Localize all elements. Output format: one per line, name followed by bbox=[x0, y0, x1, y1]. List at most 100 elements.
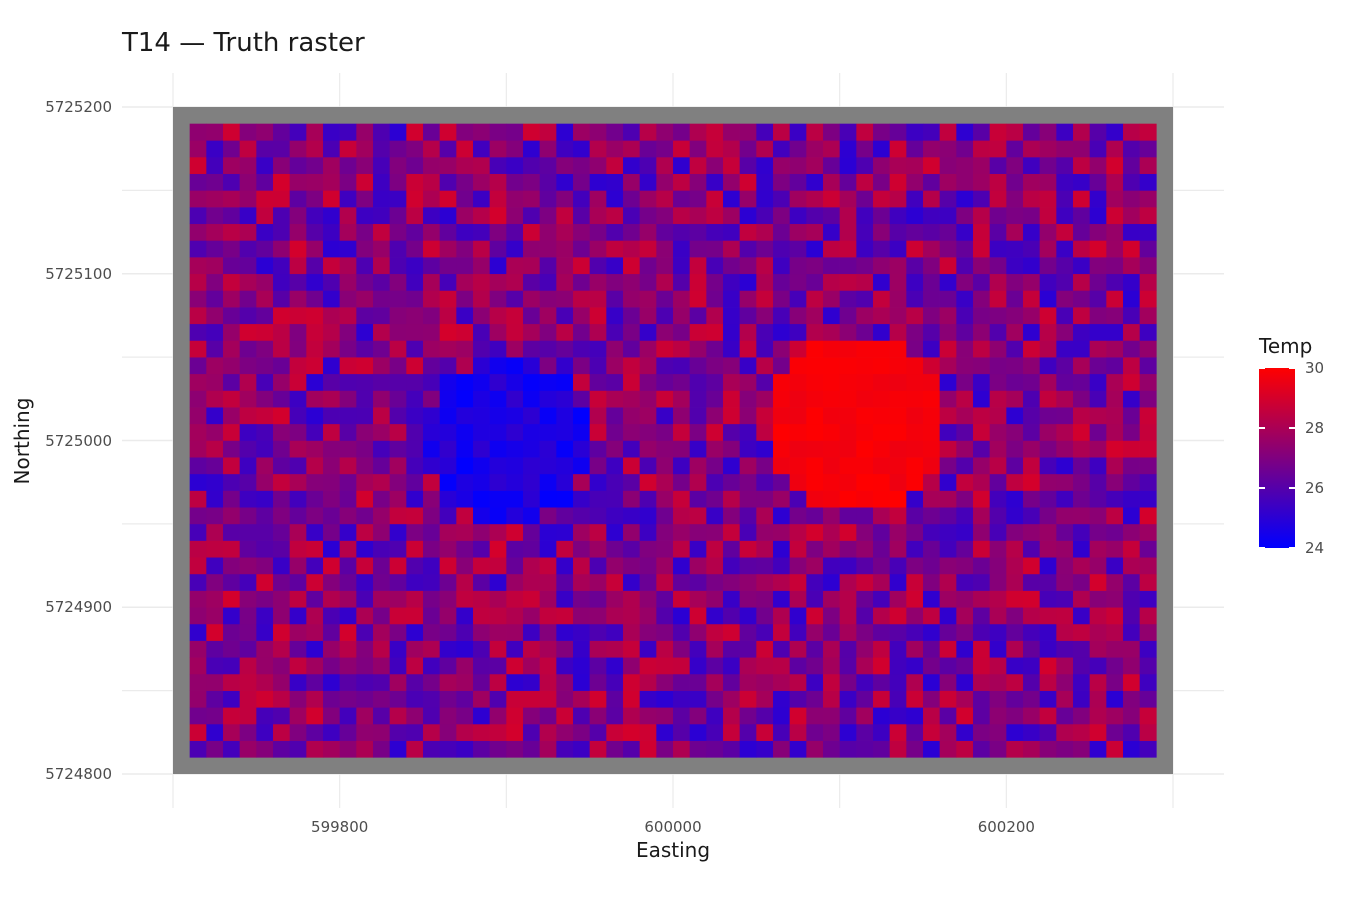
raster-cell bbox=[473, 607, 490, 625]
raster-cell bbox=[489, 540, 507, 558]
raster-cell bbox=[1006, 123, 1024, 141]
raster-cell bbox=[906, 740, 924, 758]
raster-cell bbox=[306, 157, 324, 174]
raster-cell bbox=[373, 473, 390, 491]
raster-cell bbox=[1039, 340, 1057, 358]
raster-cell bbox=[789, 323, 807, 341]
raster-cell bbox=[439, 623, 457, 641]
raster-cell bbox=[1089, 273, 1107, 291]
raster-cell bbox=[506, 223, 524, 241]
raster-cell bbox=[239, 590, 257, 608]
raster-cell bbox=[973, 240, 990, 258]
raster-cell bbox=[923, 607, 940, 625]
raster-cell bbox=[1039, 390, 1057, 408]
raster-cell bbox=[1023, 507, 1040, 525]
raster-cell bbox=[256, 290, 274, 308]
raster-cell bbox=[606, 390, 624, 408]
raster-cell bbox=[706, 490, 724, 508]
raster-cell bbox=[1139, 490, 1157, 508]
raster-cell bbox=[1139, 740, 1157, 758]
raster-cell bbox=[873, 223, 890, 241]
raster-cell bbox=[289, 323, 307, 341]
raster-cell bbox=[873, 640, 890, 658]
raster-cell bbox=[506, 290, 524, 308]
raster-cell bbox=[906, 323, 924, 341]
raster-cell bbox=[989, 190, 1007, 208]
raster-cell bbox=[306, 573, 324, 591]
raster-cell bbox=[273, 307, 290, 325]
raster-cell bbox=[506, 607, 524, 625]
raster-cell bbox=[806, 140, 824, 158]
raster-cell bbox=[1039, 373, 1057, 391]
raster-cell bbox=[956, 473, 974, 491]
raster-cell bbox=[506, 390, 524, 408]
raster-cell bbox=[573, 340, 590, 358]
raster-cell bbox=[656, 340, 674, 358]
raster-cell bbox=[889, 557, 907, 575]
raster-cell bbox=[289, 423, 307, 441]
raster-cell bbox=[506, 440, 524, 458]
raster-cell bbox=[223, 157, 240, 174]
raster-cell bbox=[723, 240, 740, 258]
raster-cell bbox=[239, 240, 257, 258]
raster-cell bbox=[856, 723, 874, 741]
raster-cell bbox=[873, 707, 890, 725]
raster-cell bbox=[773, 407, 790, 425]
raster-cell bbox=[289, 523, 307, 541]
raster-cell bbox=[639, 707, 657, 725]
raster-cell bbox=[789, 557, 807, 575]
raster-cell bbox=[239, 473, 257, 491]
raster-cell bbox=[589, 540, 607, 558]
raster-cell bbox=[839, 557, 857, 575]
raster-cell bbox=[739, 157, 757, 174]
raster-cell bbox=[623, 323, 640, 341]
raster-cell bbox=[573, 190, 590, 208]
raster-cell bbox=[1139, 390, 1157, 408]
raster-cell bbox=[873, 257, 890, 275]
raster-cell bbox=[506, 573, 524, 591]
raster-cell bbox=[523, 423, 540, 441]
raster-cell bbox=[489, 673, 507, 691]
raster-cell bbox=[706, 740, 724, 758]
raster-cell bbox=[589, 623, 607, 641]
raster-cell bbox=[939, 173, 957, 191]
raster-cell bbox=[239, 457, 257, 475]
raster-cell bbox=[673, 440, 690, 458]
raster-cell bbox=[1006, 390, 1024, 408]
raster-cell bbox=[1023, 323, 1040, 341]
raster-cell bbox=[189, 223, 207, 241]
raster-cell bbox=[1089, 490, 1107, 508]
raster-cell bbox=[556, 740, 574, 758]
raster-cell bbox=[1006, 673, 1024, 691]
raster-cell bbox=[873, 607, 890, 625]
raster-cell bbox=[1089, 140, 1107, 158]
raster-cell bbox=[306, 707, 324, 725]
raster-cell bbox=[589, 173, 607, 191]
raster-cell bbox=[306, 507, 324, 525]
raster-cell bbox=[1123, 607, 1140, 625]
raster-cell bbox=[706, 357, 724, 375]
raster-cell bbox=[873, 307, 890, 325]
raster-cell bbox=[856, 623, 874, 641]
raster-cell bbox=[806, 273, 824, 291]
raster-cell bbox=[889, 257, 907, 275]
raster-cell bbox=[289, 390, 307, 408]
raster-cell bbox=[973, 657, 990, 675]
raster-cell bbox=[573, 590, 590, 608]
raster-cell bbox=[223, 423, 240, 441]
raster-cell bbox=[739, 640, 757, 658]
raster-cell bbox=[406, 323, 424, 341]
raster-cell bbox=[956, 523, 974, 541]
raster-cell bbox=[673, 457, 690, 475]
raster-cell bbox=[356, 740, 374, 758]
raster-cell bbox=[1123, 440, 1140, 458]
raster-cell bbox=[673, 657, 690, 675]
raster-cell bbox=[839, 273, 857, 291]
raster-cell bbox=[523, 623, 540, 641]
raster-cell bbox=[923, 307, 940, 325]
raster-cell bbox=[1056, 690, 1074, 708]
raster-cell bbox=[389, 423, 407, 441]
raster-cell bbox=[1106, 123, 1124, 141]
raster-cell bbox=[1089, 457, 1107, 475]
raster-cell bbox=[1073, 140, 1090, 158]
